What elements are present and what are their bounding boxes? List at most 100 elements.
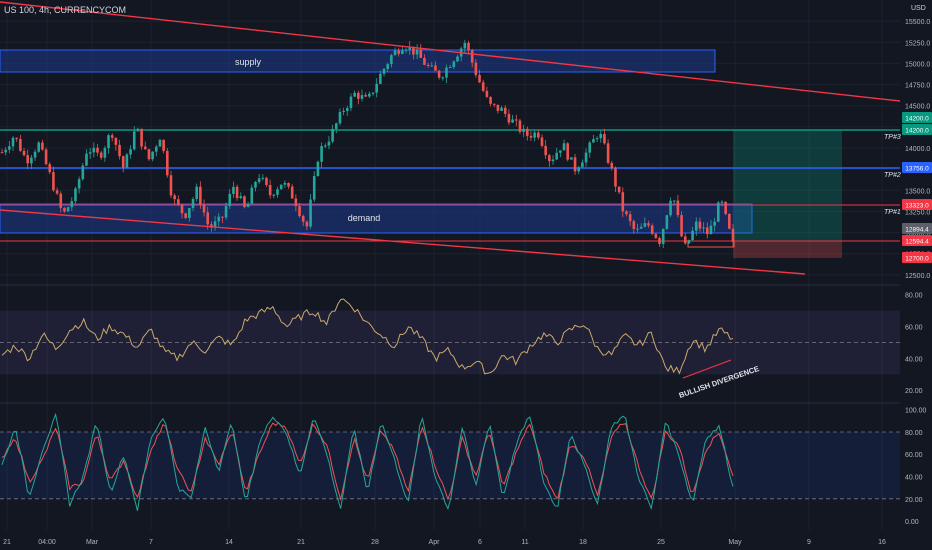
candle-body xyxy=(323,145,327,147)
candle-body xyxy=(643,223,647,227)
demand-zone[interactable] xyxy=(0,203,753,234)
rsi-tick-label: 80.00 xyxy=(905,293,923,300)
candle-body xyxy=(691,230,694,240)
candle-body xyxy=(353,92,356,97)
candle-body xyxy=(191,199,195,209)
candle-body xyxy=(573,157,577,172)
candle-body xyxy=(559,150,562,153)
candle-body xyxy=(728,213,731,229)
candle-body xyxy=(555,152,558,160)
candle-body xyxy=(595,138,599,140)
candle-body xyxy=(525,128,529,136)
price-tick-label: 15000.0 xyxy=(905,61,930,68)
candle-body xyxy=(129,149,132,155)
candle-body xyxy=(202,204,206,213)
price-tick-label: 14000.0 xyxy=(905,146,930,153)
candle-body xyxy=(676,200,680,216)
candle-body xyxy=(537,132,540,138)
candle-body xyxy=(390,55,393,65)
candle-body xyxy=(283,183,287,185)
stoch-k-line xyxy=(1,412,734,511)
x-tick-label: Mar xyxy=(86,539,99,546)
price-tick-label: 14750.0 xyxy=(905,83,930,90)
candle-body xyxy=(228,193,232,207)
candle-body xyxy=(496,104,500,111)
x-tick-label: 7 xyxy=(149,539,153,546)
candle-body xyxy=(33,151,37,158)
zones-layer: supply demand xyxy=(0,49,842,258)
candle-body xyxy=(423,57,426,65)
price-tick-label: 13000.0 xyxy=(905,231,930,238)
price-tick-label: 14500.0 xyxy=(905,104,930,111)
long-position-target-box[interactable] xyxy=(733,130,842,241)
candle-body xyxy=(485,90,489,97)
price-badge-label: 14200.0 xyxy=(905,128,929,135)
stoch-tick-label: 60.00 xyxy=(905,452,923,459)
candle-body xyxy=(584,152,588,163)
candle-body xyxy=(382,68,386,74)
candle-body xyxy=(44,149,48,165)
candle-body xyxy=(301,216,305,222)
candle-body xyxy=(529,135,533,138)
candle-body xyxy=(437,70,441,78)
candle-body xyxy=(614,168,617,187)
candle-body xyxy=(154,146,158,152)
candle-body xyxy=(261,177,265,179)
candle-body xyxy=(621,192,625,212)
symbol-title[interactable]: US 100, 4h, CURRENCYCOM xyxy=(4,5,127,15)
candle-body xyxy=(334,123,338,129)
candle-body xyxy=(632,221,636,229)
candle-body xyxy=(96,147,99,153)
upper-trendline[interactable] xyxy=(0,1,901,102)
candle-body xyxy=(52,172,55,191)
x-tick-label: 28 xyxy=(371,539,379,546)
candle-body xyxy=(430,65,434,67)
x-tick-label: 16 xyxy=(878,539,886,546)
price-badge xyxy=(902,199,932,210)
candle-body xyxy=(467,42,470,51)
candle-body xyxy=(224,206,228,218)
candle-body xyxy=(412,46,415,55)
supply-zone[interactable] xyxy=(0,49,716,73)
long-position-stop-box[interactable] xyxy=(733,241,842,258)
candle-body xyxy=(713,221,716,226)
divergence-line xyxy=(682,359,732,379)
candle-body xyxy=(217,216,221,222)
candle-body xyxy=(250,187,254,204)
candle-body xyxy=(636,228,639,230)
x-tick-label: 21 xyxy=(3,539,11,546)
candle-body xyxy=(562,143,566,151)
candle-body xyxy=(199,186,202,205)
candle-body xyxy=(683,236,687,244)
candle-body xyxy=(720,201,724,203)
candle-body xyxy=(305,221,309,227)
candle-body xyxy=(617,186,621,193)
candle-body xyxy=(426,64,430,66)
candle-body xyxy=(268,184,272,196)
candle-body xyxy=(331,128,334,142)
price-badge-label: 13756.0 xyxy=(905,166,929,173)
stochastic-pane xyxy=(0,412,900,511)
candle-body xyxy=(680,215,683,237)
candle-body xyxy=(481,82,485,91)
candle-body xyxy=(441,77,445,79)
candle-body xyxy=(518,120,522,132)
candle-body xyxy=(492,103,496,105)
rsi-pane xyxy=(0,298,900,375)
candle-body xyxy=(298,206,301,217)
price-badge-label: 12700.0 xyxy=(905,256,929,263)
candle-body xyxy=(669,200,672,216)
candle-body xyxy=(342,110,345,112)
candle-body xyxy=(206,212,210,225)
price-badge-label: 13323.0 xyxy=(905,203,929,210)
candle-body xyxy=(415,49,419,55)
lower-trendline[interactable] xyxy=(0,209,806,275)
candle-body xyxy=(81,165,85,180)
price-tick-label: 13500.0 xyxy=(905,188,930,195)
candle-body xyxy=(654,233,658,239)
candle-body xyxy=(345,107,349,111)
candle-body xyxy=(702,227,705,229)
candle-body xyxy=(639,226,643,229)
candle-body xyxy=(166,150,169,176)
